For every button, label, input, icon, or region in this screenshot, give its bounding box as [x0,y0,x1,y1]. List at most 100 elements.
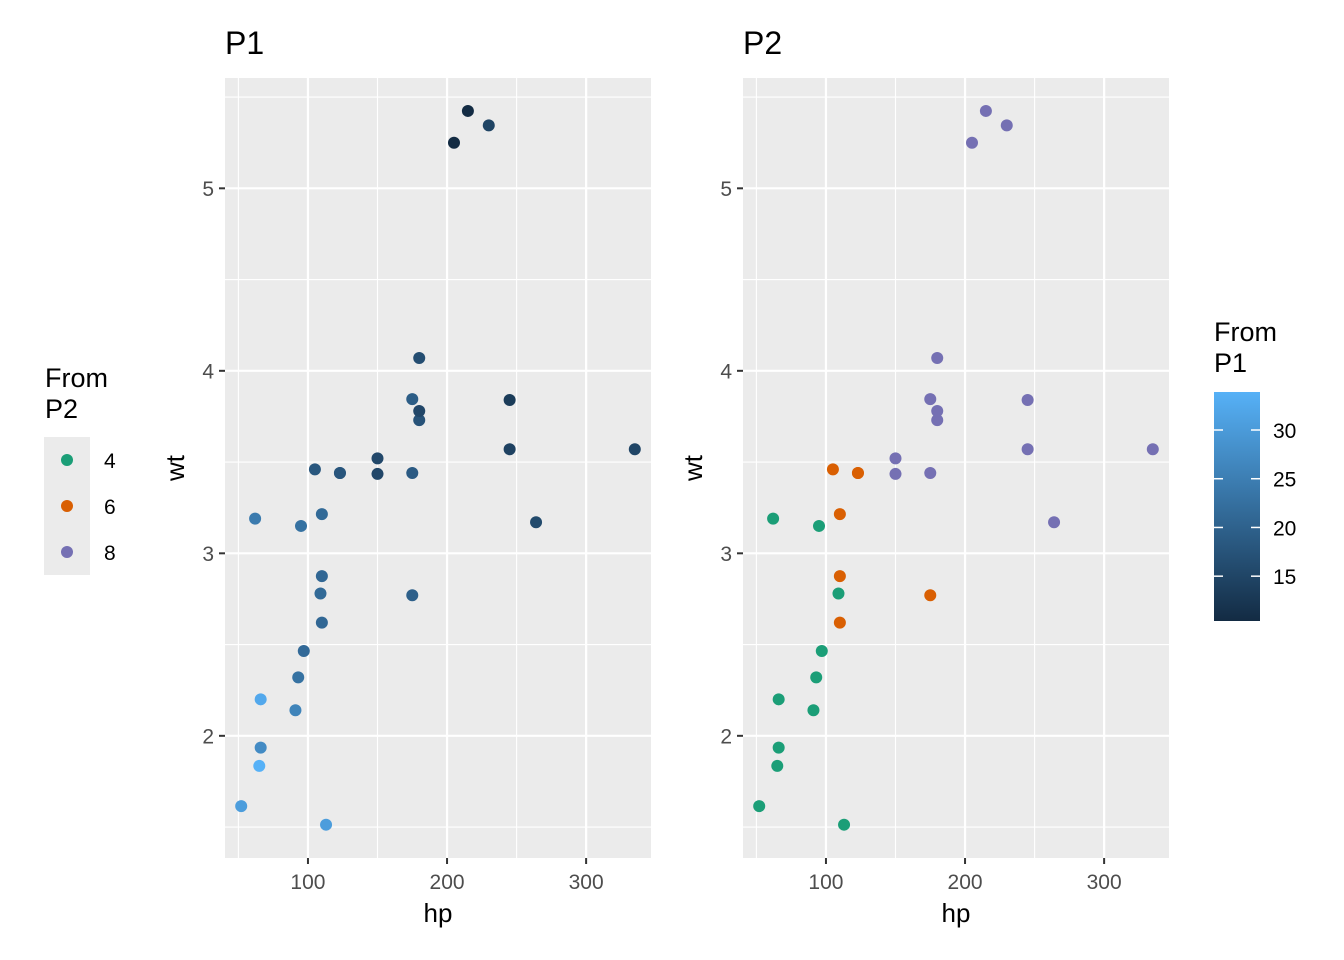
data-point [931,414,944,427]
data-point [851,467,864,480]
y-tick-label: 3 [202,543,214,566]
legend-label: 8 [104,542,116,565]
data-point [413,404,426,417]
x-tick-label: 100 [290,871,325,894]
legend-label: 6 [104,496,116,519]
data-point [320,818,333,831]
data-point [413,352,426,365]
data-point [503,394,516,407]
legend-mpg-title-line1: From [1214,317,1277,347]
legend-cyl: From P2 4 6 8 [44,363,116,575]
data-point [965,136,978,149]
data-point [979,104,992,117]
data-point [315,616,328,629]
legend-cyl-title-line1: From [45,363,108,393]
y-tick-label: 2 [720,725,732,748]
legend-label: 4 [104,450,116,473]
legend-key-dot [61,546,73,558]
data-point [1021,394,1034,407]
data-point [772,693,785,706]
data-point [1021,443,1034,456]
data-point [833,570,846,583]
data-point [314,587,327,600]
x-tick-label: 100 [808,871,843,894]
data-point [1048,516,1061,529]
data-point [530,516,543,529]
y-tick-label: 3 [720,543,732,566]
legend-mpg: From P1 15 20 25 30 [1214,317,1296,621]
data-point [315,508,328,521]
data-point [235,800,248,813]
y-tick-label: 4 [720,360,732,383]
data-point [406,589,419,602]
data-point [406,467,419,480]
colorbar-label: 20 [1273,517,1296,540]
data-point [931,404,944,417]
data-point [889,467,902,480]
data-point [826,463,839,476]
legend-mpg-title-line2: P1 [1214,348,1247,378]
y-axis-title: wt [678,454,708,482]
legend-key-dot [61,454,73,466]
legend-mpg-colorbar [1214,392,1260,621]
data-point [1146,443,1159,456]
legend-cyl-title-line2: P2 [45,394,78,424]
x-axis-title: hp [942,898,971,928]
data-point [772,741,785,754]
data-point [249,512,262,525]
data-point [289,704,302,717]
x-tick-label: 300 [1087,871,1122,894]
y-tick-label: 5 [202,178,214,201]
colorbar-label: 15 [1273,566,1296,589]
data-point [461,104,474,117]
plot-background [225,78,651,858]
data-point [889,452,902,465]
data-point [833,616,846,629]
colorbar-label: 25 [1273,469,1296,492]
data-point [295,519,308,532]
data-point [254,693,267,706]
data-point [297,644,310,657]
data-point [253,759,266,772]
y-axis-title: wt [160,454,190,482]
data-point [833,508,846,521]
data-point [628,443,641,456]
data-point [838,818,851,831]
data-point [1000,119,1013,132]
data-point [308,463,321,476]
data-point [413,414,426,427]
x-tick-label: 200 [430,871,465,894]
data-point [807,704,820,717]
x-tick-label: 300 [569,871,604,894]
chart-title: P1 [225,25,264,61]
data-point [924,393,937,406]
legend-key-dot [61,500,73,512]
data-point [815,644,828,657]
panel-p2: P2 100 200 300 2 3 4 5 hp wt [678,25,1169,928]
data-point [832,587,845,600]
data-point [254,741,267,754]
data-point [292,671,305,684]
data-point [333,467,346,480]
data-point [447,136,460,149]
data-point [810,671,823,684]
y-tick-label: 5 [720,178,732,201]
data-point [371,452,384,465]
data-point [767,512,780,525]
x-tick-label: 200 [948,871,983,894]
y-tick-label: 4 [202,360,214,383]
data-point [753,800,766,813]
data-point [315,570,328,583]
y-tick-label: 2 [202,725,214,748]
x-axis-title: hp [424,898,453,928]
data-point [503,443,516,456]
plot-background [743,78,1169,858]
data-point [482,119,495,132]
data-point [924,589,937,602]
data-point [406,393,419,406]
data-point [813,519,826,532]
data-point [924,467,937,480]
data-point [371,467,384,480]
data-point [931,352,944,365]
